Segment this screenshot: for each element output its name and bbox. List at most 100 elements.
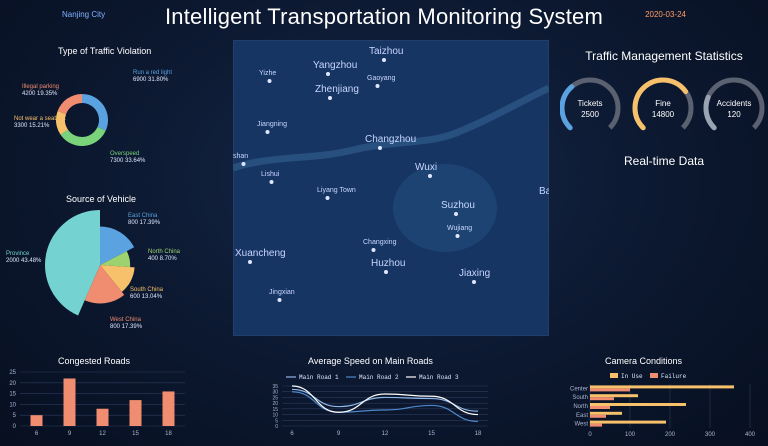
vehicle-label-name: South China (130, 287, 164, 293)
bar[interactable] (590, 423, 602, 427)
bar[interactable] (590, 394, 638, 398)
violation-label-value: 4200 19.35% (22, 91, 58, 97)
city-label: Liyang Town (317, 187, 356, 194)
page-title: Intelligent Transportation Monitoring Sy… (164, 4, 603, 29)
gauge-label: Fine (655, 99, 671, 108)
vehicle-label-value: 800 17.39% (128, 220, 161, 226)
vehicle-label-name: East China (128, 213, 158, 219)
city-label: Changxing (363, 239, 397, 246)
violation-label-value: 7300 33.64% (110, 158, 146, 164)
city-marker[interactable] (277, 298, 282, 302)
bar[interactable] (30, 415, 43, 426)
city-marker[interactable] (382, 58, 386, 62)
bar[interactable] (590, 411, 622, 415)
y-tick-label: 35 (272, 384, 278, 390)
city-marker[interactable] (375, 84, 380, 88)
violation-slice[interactable] (57, 94, 82, 115)
gauge-value: 2500 (581, 110, 599, 119)
y-tick-label: 10 (272, 413, 278, 419)
city-marker[interactable] (472, 280, 476, 284)
violation-label-value: 3300 15.21% (14, 123, 50, 129)
gauge-fill (703, 94, 717, 131)
city-marker[interactable] (428, 174, 432, 178)
y-tick-label: 0 (13, 424, 17, 430)
vehicle-slice[interactable] (100, 251, 131, 268)
x-tick-label: 100 (625, 432, 636, 438)
y-tick-label: West (574, 422, 588, 428)
city-marker[interactable] (325, 196, 330, 200)
city-marker[interactable] (326, 72, 330, 76)
city-label: shan (233, 153, 248, 160)
map-svg[interactable]: Taizhou Yangzhou Gaoyang Zhenjiang Yizhe Jian… (233, 40, 549, 336)
city-marker[interactable] (241, 162, 246, 166)
x-tick-label: 12 (99, 431, 106, 437)
city-marker[interactable] (455, 234, 460, 238)
bar[interactable] (162, 391, 175, 426)
map-view[interactable]: Taizhou Yangzhou Gaoyang Zhenjiang Yizhe Jian… (233, 40, 549, 336)
city-marker[interactable] (269, 180, 274, 184)
legend-swatch (650, 373, 658, 378)
y-tick-label: 25 (9, 370, 16, 376)
city-marker[interactable] (267, 79, 272, 83)
city-marker[interactable] (265, 130, 270, 134)
bar[interactable] (96, 408, 109, 426)
bar[interactable] (590, 420, 666, 424)
city-marker[interactable] (378, 146, 382, 150)
series-line[interactable] (291, 388, 479, 412)
city-marker[interactable] (384, 270, 388, 274)
bar[interactable] (590, 388, 630, 392)
y-tick-label: 25 (272, 395, 278, 401)
vehicle-label-name: Province (6, 251, 30, 257)
bar[interactable] (590, 397, 614, 401)
city-marker[interactable] (371, 248, 376, 252)
city-marker[interactable] (454, 212, 458, 216)
x-tick-label: 400 (745, 432, 756, 438)
vehicle-slice[interactable] (84, 265, 125, 304)
bar[interactable] (590, 385, 734, 389)
legend-label: Main Road 3 (419, 374, 459, 381)
x-tick-label: 18 (165, 431, 172, 437)
bar[interactable] (590, 403, 686, 406)
city-label: Suzhou (441, 200, 475, 211)
violation-slice[interactable] (56, 110, 68, 135)
x-tick-label: 9 (337, 431, 341, 437)
vehicle-label-value: 400 8.70% (148, 256, 177, 262)
city-marker[interactable] (328, 96, 332, 100)
bar[interactable] (129, 400, 142, 426)
y-tick-label: 10 (9, 402, 16, 408)
x-tick-label: 9 (68, 431, 72, 437)
violation-title: Type of Traffic Violation (58, 46, 152, 56)
violation-label-name: Not wear a seatbelt (14, 116, 66, 122)
bar[interactable] (63, 378, 76, 426)
city-label: Gaoyang (367, 75, 396, 82)
city-label: Xuancheng (235, 248, 286, 259)
violation-slice[interactable] (60, 127, 106, 146)
vehicle-slice[interactable] (100, 265, 135, 292)
y-tick-label: 30 (272, 390, 278, 396)
realtime-title: Real-time Data (623, 154, 705, 168)
stats-gauges: Tickets 2500 Fine 14800 Accidents 120 (560, 77, 765, 131)
y-tick-label: 5 (13, 413, 17, 419)
y-tick-label: 20 (272, 401, 278, 407)
bar[interactable] (590, 414, 606, 418)
city-label: Wuxi (415, 162, 437, 173)
vehicle-slice[interactable] (100, 226, 135, 265)
city-marker[interactable] (248, 260, 252, 264)
vehicle-label-value: 600 13.04% (130, 294, 163, 300)
y-tick-label: Center (570, 386, 588, 392)
vehicle-slice[interactable] (45, 210, 100, 316)
violation-label-name: Overspeed (110, 151, 139, 157)
yangtze-river (233, 84, 549, 172)
bar[interactable] (590, 406, 610, 409)
x-tick-label: 300 (705, 432, 716, 438)
city-label: Lishui (261, 171, 280, 178)
x-tick-label: 18 (475, 431, 482, 437)
x-tick-label: 6 (35, 431, 39, 437)
series-line[interactable] (291, 391, 479, 423)
series-line[interactable] (291, 385, 479, 416)
city-label: Wujiang (447, 225, 472, 232)
violation-slice[interactable] (82, 94, 108, 131)
congested-title: Congested Roads (58, 356, 131, 366)
x-tick-label: 12 (382, 431, 389, 437)
